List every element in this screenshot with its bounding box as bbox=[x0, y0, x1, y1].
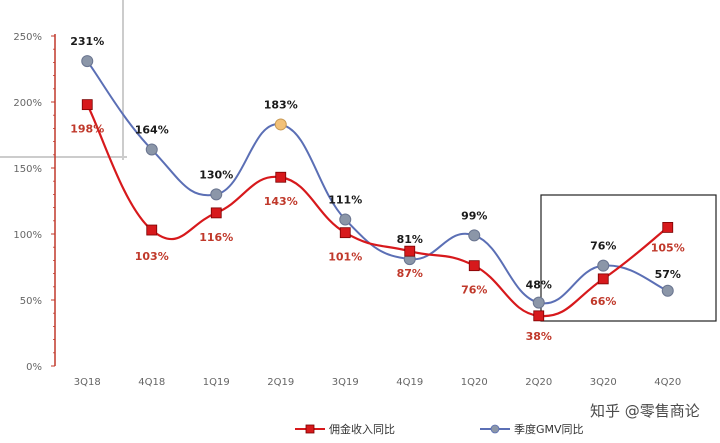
commission-data-label: 76% bbox=[461, 284, 487, 297]
gmv-point bbox=[468, 229, 481, 242]
commission-point bbox=[210, 207, 222, 219]
gmv-point bbox=[81, 55, 94, 68]
legend-gmv-label: 季度GMV同比 bbox=[514, 422, 584, 436]
commission-point bbox=[81, 99, 93, 111]
gmv-data-label: 111% bbox=[328, 193, 362, 206]
gmv-series-line bbox=[86, 60, 669, 305]
commission-point bbox=[597, 273, 609, 285]
commission-point bbox=[468, 260, 480, 272]
x-tick-label: 3Q20 bbox=[590, 377, 617, 388]
x-tick-label: 1Q19 bbox=[203, 377, 230, 388]
gmv-data-label: 76% bbox=[590, 240, 616, 253]
x-tick-label: 4Q18 bbox=[138, 377, 165, 388]
commission-data-label: 38% bbox=[526, 330, 552, 343]
watermark: 知乎 @零售商论 bbox=[590, 402, 700, 420]
x-tick-label: 4Q20 bbox=[654, 377, 681, 388]
y-tick-label: 250% bbox=[13, 32, 42, 43]
commission-point bbox=[533, 310, 545, 322]
gmv-point bbox=[661, 284, 674, 297]
x-axis-ticks: 3Q18 4Q18 1Q19 2Q19 3Q19 4Q19 1Q20 2Q20 3Q20 4Q20 bbox=[74, 377, 681, 388]
gmv-point bbox=[145, 143, 158, 156]
gmv-data-label: 130% bbox=[199, 168, 233, 181]
y-tick-label: 100% bbox=[13, 230, 42, 241]
gmv-point bbox=[339, 213, 352, 226]
x-tick-label: 1Q20 bbox=[461, 377, 488, 388]
legend-commission-marker bbox=[305, 424, 315, 434]
commission-data-label: 101% bbox=[328, 251, 362, 264]
gmv-data-label: 183% bbox=[264, 98, 298, 111]
commission-point bbox=[404, 245, 416, 257]
y-tick-label: 50% bbox=[20, 296, 42, 307]
commission-series-line bbox=[86, 104, 669, 318]
commission-data-label: 116% bbox=[199, 231, 233, 244]
legend-commission-label: 佣金收入同比 bbox=[329, 422, 395, 436]
gmv-point bbox=[597, 259, 610, 272]
x-tick-label: 2Q19 bbox=[267, 377, 294, 388]
legend: 佣金收入同比 季度GMV同比 bbox=[295, 422, 584, 436]
series-layer: 231% 164% 130% 183% 111% 81% 99% 48% 76% 57% 198% 1… bbox=[70, 35, 684, 343]
gmv-data-label: 164% bbox=[135, 124, 169, 137]
legend-gmv-marker bbox=[490, 424, 500, 434]
y-axis-ticks: 0% 50% 100% 150% 200% 250% bbox=[13, 32, 55, 373]
commission-data-label: 66% bbox=[590, 295, 616, 308]
x-tick-label: 4Q19 bbox=[396, 377, 423, 388]
gmv-point bbox=[532, 296, 545, 309]
commission-point bbox=[146, 224, 158, 236]
commission-data-label: 198% bbox=[70, 123, 104, 136]
x-tick-label: 2Q20 bbox=[525, 377, 552, 388]
y-tick-label: 200% bbox=[13, 98, 42, 109]
legend-item-gmv: 季度GMV同比 bbox=[480, 422, 584, 436]
gmv-data-label: 231% bbox=[70, 35, 104, 48]
x-tick-label: 3Q19 bbox=[332, 377, 359, 388]
x-tick-label: 3Q18 bbox=[74, 377, 101, 388]
gmv-data-label: 48% bbox=[526, 279, 552, 292]
commission-point bbox=[339, 227, 351, 239]
legend-item-commission: 佣金收入同比 bbox=[295, 422, 395, 436]
commission-data-label: 103% bbox=[135, 250, 169, 263]
commission-data-label: 105% bbox=[651, 241, 685, 254]
y-tick-label: 0% bbox=[26, 362, 42, 373]
commission-point bbox=[662, 221, 674, 233]
gmv-data-label: 81% bbox=[397, 233, 423, 246]
highlight-box bbox=[540, 194, 717, 322]
y-tick-label: 150% bbox=[13, 164, 42, 175]
gmv-data-label: 57% bbox=[655, 268, 681, 281]
gmv-data-label: 99% bbox=[461, 209, 487, 222]
commission-data-label: 87% bbox=[397, 267, 423, 280]
commission-point bbox=[275, 171, 287, 183]
gmv-point bbox=[210, 188, 223, 201]
commission-data-label: 143% bbox=[264, 195, 298, 208]
gmv-point bbox=[274, 118, 287, 131]
